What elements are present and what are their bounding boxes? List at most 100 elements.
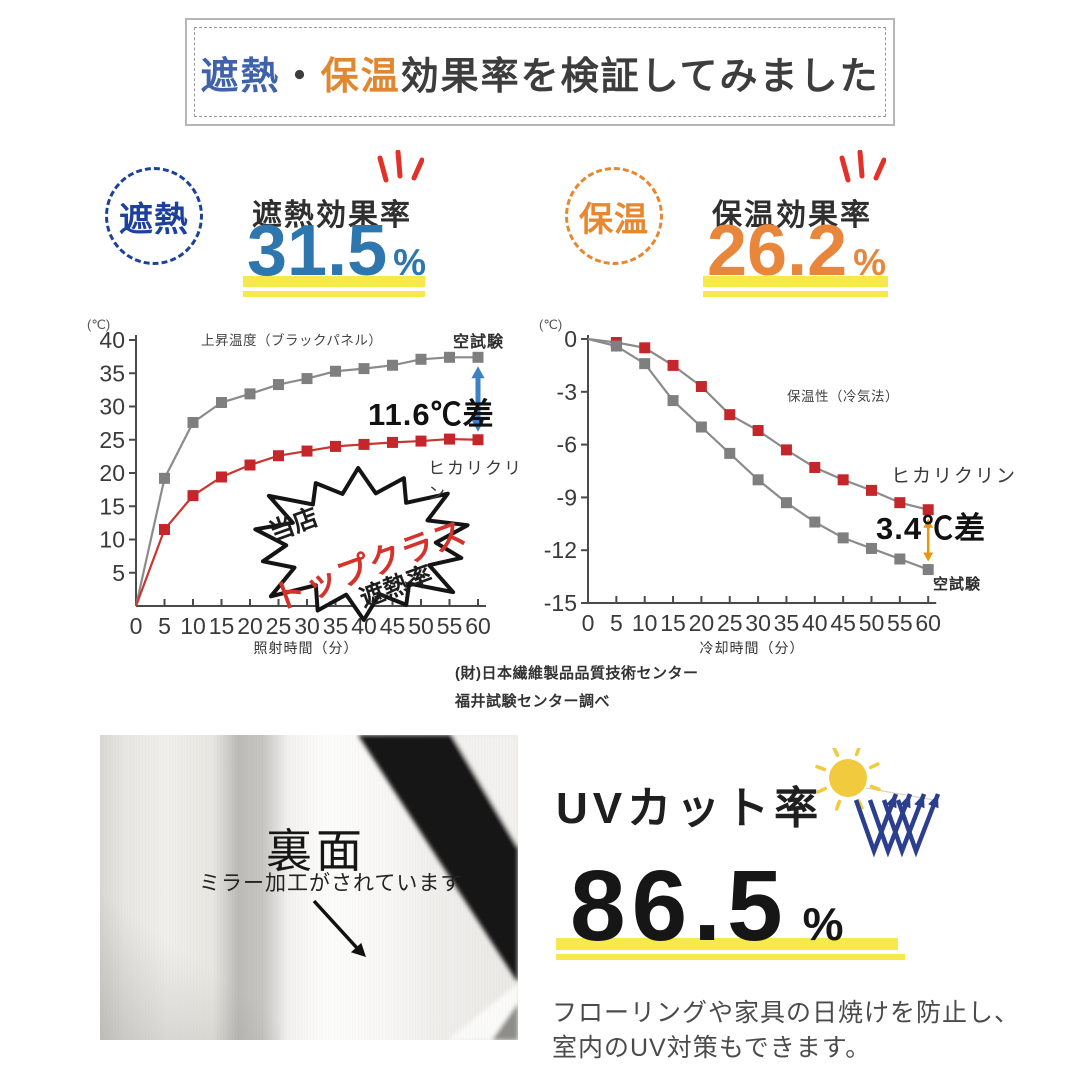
svg-text:-9: -9 — [557, 484, 577, 510]
svg-text:0: 0 — [564, 326, 577, 352]
photo-shadow — [100, 860, 280, 1040]
svg-text:50: 50 — [859, 610, 885, 636]
x-axis-label: 冷却時間（分） — [699, 640, 805, 656]
title-dot: ・ — [280, 55, 321, 98]
warmth-heading: 保温効果率 — [712, 199, 872, 232]
svg-text:-6: -6 — [557, 432, 577, 458]
x-axis-label: 照射時間（分） — [253, 640, 359, 656]
y-axis-unit-label: (℃) — [87, 317, 111, 332]
arrow-down-right-icon — [312, 899, 366, 957]
svg-text:35: 35 — [99, 360, 125, 386]
series-label-product: ヒカリクリン — [428, 459, 523, 504]
svg-text:45: 45 — [830, 610, 856, 636]
svg-text:45: 45 — [380, 613, 406, 639]
svg-text:60: 60 — [915, 610, 941, 636]
svg-text:20: 20 — [99, 460, 125, 486]
page-title: 遮熱・保温効果率を検証してみました — [201, 45, 880, 100]
shading-value-number: 31.5 — [247, 211, 388, 291]
svg-text:30: 30 — [99, 394, 125, 420]
series-label-blank-test: 空試験 — [933, 576, 982, 593]
uv-value-unit: % — [802, 898, 844, 950]
uv-highlight-bar-thin — [556, 954, 905, 960]
svg-text:40: 40 — [99, 327, 125, 353]
source-line1: (財)日本繊維製品品質技術センター — [455, 665, 699, 682]
svg-text:55: 55 — [887, 610, 913, 636]
shading-badge-label: 遮熱 — [119, 200, 189, 239]
svg-text:5: 5 — [610, 610, 623, 636]
warmth-badge-label: 保温 — [579, 200, 649, 239]
title-rest: 効果率を検証してみました — [400, 55, 880, 98]
title-box: 遮熱・保温効果率を検証してみました — [185, 18, 895, 126]
chart-title: 上昇温度（ブラックパネル） — [201, 333, 383, 348]
sun-uv-reflection-icon — [815, 748, 941, 858]
uv-highlight-bar — [556, 938, 898, 950]
svg-text:0: 0 — [582, 610, 595, 636]
warmth-highlight-bar-thin — [703, 291, 888, 297]
svg-text:20: 20 — [237, 613, 263, 639]
svg-text:20: 20 — [689, 610, 715, 636]
uv-description-line2: 室内のUV対策もできます。 — [552, 1034, 872, 1062]
svg-text:50: 50 — [408, 613, 434, 639]
svg-text:-3: -3 — [557, 379, 577, 405]
shading-highlight-bar-thin — [243, 291, 425, 297]
svg-text:10: 10 — [99, 527, 125, 553]
emphasis-marks-icon — [377, 150, 424, 183]
svg-text:10: 10 — [632, 610, 658, 636]
svg-text:30: 30 — [294, 613, 320, 639]
temp-diff-annotation: 11.6℃差 — [368, 397, 495, 432]
svg-text:-12: -12 — [544, 537, 577, 563]
warmth-value: 26.2 % — [707, 215, 886, 287]
emphasis-marks-icon — [839, 150, 886, 183]
svg-text:25: 25 — [266, 613, 292, 639]
uv-heading: UVカット率 — [556, 784, 824, 833]
warmth-highlight-bar — [703, 276, 888, 287]
warmth-value-unit: % — [853, 242, 887, 283]
warmth-chart: 0 -3 -6 -9 -12 -15 0 5 10 15 20 25 30 35 40 45 50 55 60 (℃… — [535, 315, 1035, 667]
svg-text:60: 60 — [465, 613, 491, 639]
uv-description-line1: フローリングや家具の日焼けを防止し、 — [552, 999, 1021, 1027]
svg-text:15: 15 — [660, 610, 686, 636]
shading-value: 31.5 % — [247, 215, 426, 287]
title-inner-dashed-frame: 遮熱・保温効果率を検証してみました — [194, 27, 886, 117]
photo-dark-band — [358, 735, 518, 1040]
series-label-blank-test: 空試験 — [453, 334, 505, 351]
uv-value: 86.5 % — [570, 856, 844, 956]
svg-text:-15: -15 — [544, 590, 577, 616]
uv-value-number: 86.5 — [570, 850, 789, 962]
svg-text:55: 55 — [437, 613, 463, 639]
warmth-chart-plot: 0-3-6-9-12-150 5 10 15 20 25 30 35 40 45 50 55 60 — [544, 326, 941, 636]
svg-text:25: 25 — [717, 610, 743, 636]
photo-caption-mirror: ミラー加工がされています — [199, 871, 463, 895]
svg-text:35: 35 — [323, 613, 349, 639]
source-line2: 福井試験センター調べ — [455, 692, 611, 710]
warmth-value-number: 26.2 — [707, 211, 848, 291]
title-word-warmth: 保温 — [320, 55, 401, 98]
svg-text:15: 15 — [99, 493, 125, 519]
source-note: (財)日本繊維製品品質技術センター 福井試験センター調べ — [455, 660, 699, 716]
svg-text:30: 30 — [745, 610, 771, 636]
curtain-back-photo: 裏面 ミラー加工がされています — [100, 735, 518, 1040]
series-label-product: ヒカリクリン — [891, 465, 1018, 487]
warmth-badge: 保温 — [565, 167, 663, 265]
title-word-shading: 遮熱 — [200, 55, 281, 98]
shading-heading: 遮熱効果率 — [252, 199, 412, 232]
heat-shield-chart: 40 35 30 25 20 15 10 5 0 5 10 15 20 25 30 35 40 45 50 55 60 … — [85, 315, 530, 667]
shading-highlight-bar — [243, 276, 425, 287]
photo-label-back-side: 裏面 — [266, 824, 366, 878]
svg-text:0: 0 — [130, 613, 143, 639]
svg-text:35: 35 — [774, 610, 800, 636]
svg-text:5: 5 — [112, 560, 125, 586]
photo-texture — [100, 735, 518, 1040]
svg-text:25: 25 — [99, 427, 125, 453]
shading-value-unit: % — [393, 242, 427, 283]
chart-title: 保温性（冷気法） — [787, 389, 899, 404]
svg-text:5: 5 — [158, 613, 171, 639]
shading-badge: 遮熱 — [105, 167, 203, 265]
y-axis-unit-label: (℃) — [539, 317, 563, 332]
svg-text:40: 40 — [802, 610, 828, 636]
svg-text:15: 15 — [209, 613, 235, 639]
svg-text:10: 10 — [180, 613, 206, 639]
temp-diff-annotation: 3.4℃差 — [876, 511, 987, 546]
